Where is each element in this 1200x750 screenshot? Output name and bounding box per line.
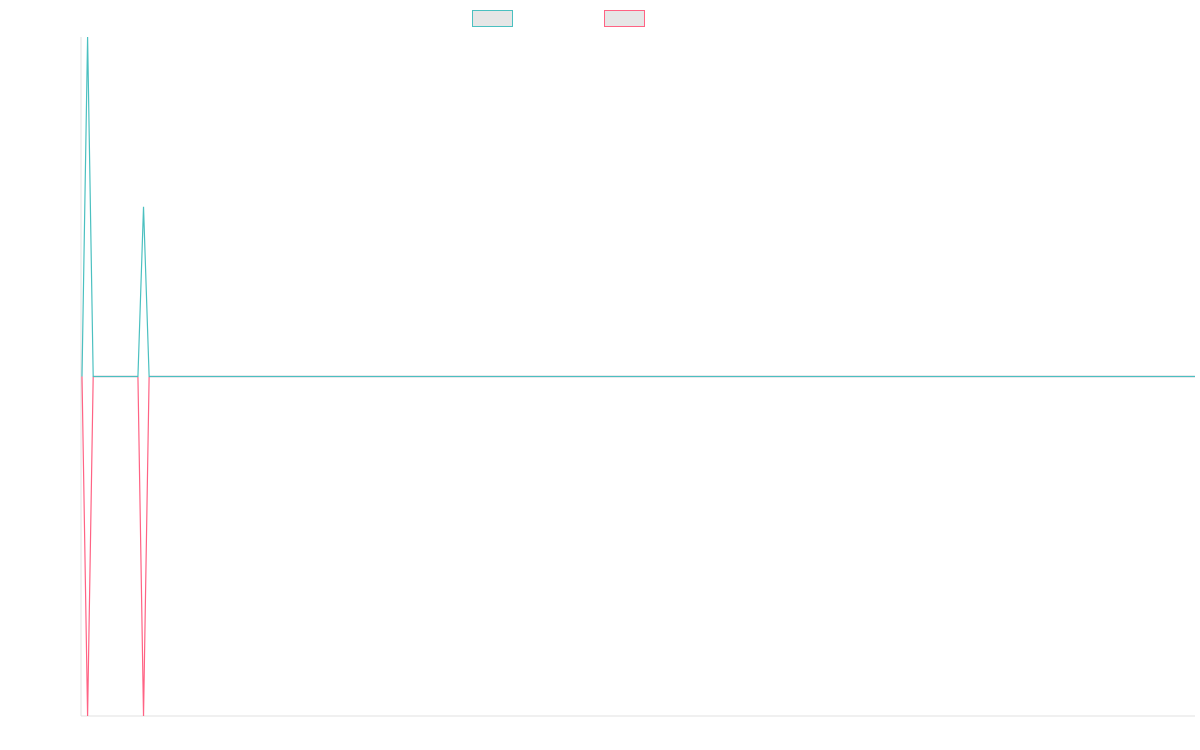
legend-swatch-1[interactable] bbox=[472, 10, 513, 27]
series-line-2 bbox=[81, 375, 1195, 717]
axes bbox=[80, 37, 1195, 717]
series-line-1 bbox=[81, 36, 1195, 378]
legend-item-2[interactable] bbox=[604, 10, 645, 27]
legend-item-1[interactable] bbox=[472, 10, 513, 27]
legend bbox=[472, 10, 645, 27]
legend-swatch-2[interactable] bbox=[604, 10, 645, 27]
series-layer bbox=[81, 36, 1195, 717]
